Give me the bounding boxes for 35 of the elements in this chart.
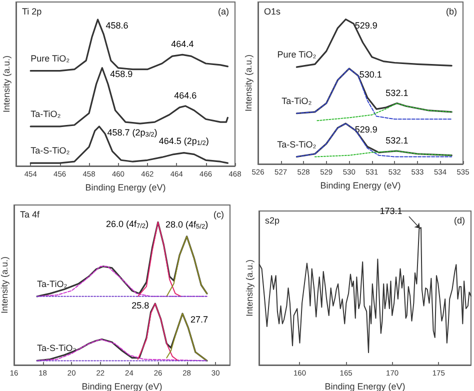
series-label: Ta-TiO₂ (30, 108, 62, 119)
x-axis-title: Binding Energy (eV) (324, 381, 406, 391)
series-label: Ta-S-TiO₂ (277, 139, 317, 150)
chart-title: Ti 2p (22, 6, 42, 16)
annotation: 532.1 (386, 135, 408, 146)
annotation: 27.7 (190, 314, 208, 325)
series-label: Ta-TiO₂ (282, 96, 312, 106)
text: (b) (446, 6, 457, 16)
y-axis-title: Intensity (a.u.) (244, 259, 254, 317)
text: (c) (214, 210, 224, 220)
x-axis-title: Binding Energy (eV) (82, 381, 162, 391)
annotation: 532.1 (386, 88, 408, 98)
text: (a) (218, 6, 229, 16)
y-axis-title: Intensity (a.u.) (2, 55, 12, 113)
x-axis-title: Binding Energy (eV) (85, 182, 166, 192)
series-label: Ta-S-TiO₂ (30, 146, 70, 156)
annotation: 529.9 (354, 124, 378, 134)
chart-title: O1s (264, 6, 282, 16)
x-axis-title: Binding Energy (eV) (320, 180, 401, 190)
annotation: 25.8 (132, 300, 150, 311)
y-axis-title: Intensity (a.u.) (0, 256, 10, 314)
annotation: 458.9 (110, 68, 133, 79)
text: (d) (454, 216, 465, 226)
annotation: 529.9 (354, 20, 378, 30)
series-label: Pure TiO₂ (30, 53, 70, 64)
chart-title: s2p (265, 216, 280, 226)
series-label: Pure TiO₂ (277, 50, 317, 60)
annotation: 464.4 (171, 39, 194, 50)
series-label: Ta-S-TiO₂ (37, 343, 77, 354)
annotation: 458.6 (106, 20, 128, 31)
y-axis-title: Intensity (a.u.) (244, 54, 254, 112)
chart-title: Ta 4f (20, 210, 40, 220)
series-label: Ta-TiO₂ (37, 278, 68, 289)
annotation: 464.6 (174, 90, 197, 100)
annotation: 530.1 (359, 70, 382, 80)
